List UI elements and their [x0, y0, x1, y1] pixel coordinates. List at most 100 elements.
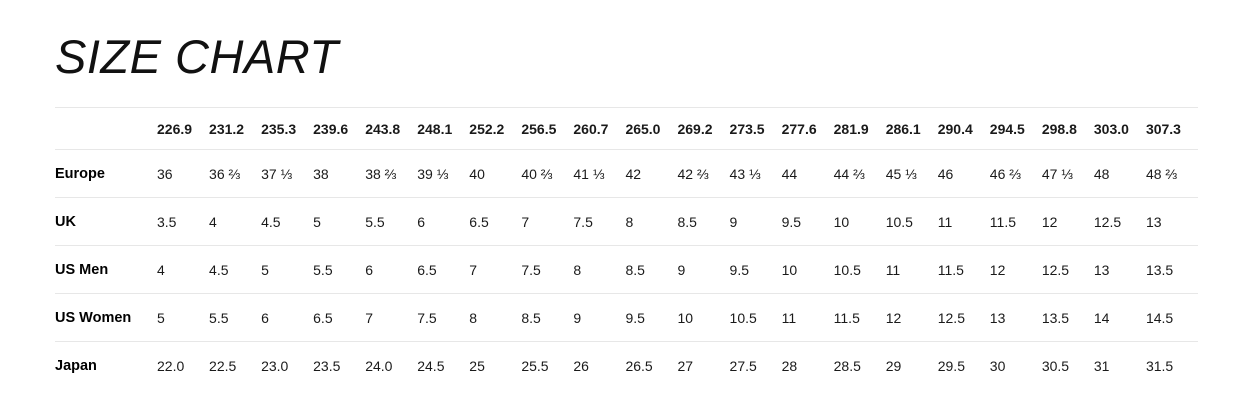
size-cell: 29.5 — [937, 357, 965, 374]
size-cell: 6.5 — [313, 309, 333, 326]
size-cell: 27 — [677, 357, 694, 374]
column-header-cell: 303.0 — [1093, 120, 1129, 137]
size-cell: 6 — [365, 261, 373, 278]
size-cell: 36 ⅔ — [209, 165, 241, 182]
column-header-cell: 277.6 — [781, 120, 817, 137]
size-cell: 38 ⅔ — [365, 165, 397, 182]
size-cell: 22.5 — [209, 357, 237, 374]
table-row: US Women 5 5.5 6 6.5 7 7.5 8 8.5 9 9.5 10 10.5 11 11.5… — [55, 293, 1198, 341]
size-cell: 14.5 — [1145, 309, 1174, 326]
row-label: UK — [55, 213, 76, 230]
column-header-cell: 286.1 — [885, 120, 921, 137]
column-header-cell: 269.2 — [677, 120, 713, 137]
size-cell: 40 — [469, 165, 485, 182]
column-header-cell: 239.6 — [313, 120, 349, 137]
size-cell: 6 — [417, 213, 426, 230]
size-cell: 13 — [1093, 261, 1110, 278]
size-cell: 22.0 — [157, 357, 185, 374]
size-cell: 8 — [573, 261, 582, 278]
size-cell: 13 — [1145, 213, 1162, 230]
size-cell: 40 ⅔ — [521, 165, 553, 182]
size-cell: 30.5 — [1041, 357, 1070, 374]
size-chart-table: 226.9 231.2 235.3 239.6 243.8 248.1 252.2 256.5… — [55, 107, 1198, 389]
size-cell: 6.5 — [417, 261, 437, 278]
column-header-cell: 273.5 — [729, 120, 765, 137]
size-cell: 8.5 — [677, 213, 697, 230]
size-cell: 8.5 — [521, 309, 541, 326]
size-cell: 38 — [313, 165, 329, 182]
size-cell: 8 — [625, 213, 634, 230]
size-cell: 9 — [677, 261, 686, 278]
size-cell: 10.5 — [729, 309, 757, 326]
column-header-cell: 290.4 — [937, 120, 973, 137]
size-cell: 12 — [1041, 213, 1058, 230]
size-cell: 23.5 — [313, 357, 341, 374]
column-header-cell: 307.3 — [1145, 120, 1181, 137]
column-header-cell: 298.8 — [1041, 120, 1077, 137]
size-cell: 41 ⅓ — [573, 165, 605, 182]
size-cell: 4 — [157, 261, 165, 278]
size-cell: 31.5 — [1145, 357, 1174, 374]
page-title: SIZE CHART — [55, 30, 339, 84]
size-cell: 4 — [209, 213, 217, 230]
size-cell: 27.5 — [729, 357, 757, 374]
size-cell: 48 — [1093, 165, 1110, 182]
size-cell: 46 ⅔ — [989, 165, 1021, 182]
size-cell: 4.5 — [261, 213, 281, 230]
size-cell: 30 — [989, 357, 1006, 374]
size-cell: 7 — [365, 309, 373, 326]
size-cell: 12 — [885, 309, 902, 326]
column-header-cell: 243.8 — [365, 120, 401, 137]
size-cell: 6.5 — [469, 213, 489, 230]
row-label: US Women — [55, 309, 132, 326]
size-cell: 13.5 — [1145, 261, 1174, 278]
size-cell: 25 — [469, 357, 485, 374]
size-cell: 11 — [781, 309, 797, 326]
size-cell: 6 — [261, 309, 269, 326]
size-cell: 8 — [469, 309, 478, 326]
size-cell: 13 — [989, 309, 1006, 326]
size-cell: 28.5 — [833, 357, 861, 374]
size-cell: 10 — [781, 261, 798, 278]
size-cell: 26.5 — [625, 357, 653, 374]
size-cell: 5 — [157, 309, 165, 326]
column-header-cell: 281.9 — [833, 120, 869, 137]
table-row: US Men 4 4.5 5 5.5 6 6.5 7 7.5 8 8.5 9 9.5 10 10.5 11 11… — [55, 245, 1198, 293]
size-cell: 5.5 — [365, 213, 385, 230]
size-cell: 42 — [625, 165, 642, 182]
size-cell: 48 ⅔ — [1145, 165, 1178, 182]
size-cell: 9 — [729, 213, 738, 230]
size-cell: 12 — [989, 261, 1006, 278]
row-label: Japan — [55, 357, 97, 374]
table-row: Europe 36 36 ⅔ 37 ⅓ 38 38 ⅔ 39 ⅓ 40 40 ⅔ 41 ⅓ 42 42… — [55, 149, 1198, 197]
size-cell: 5.5 — [313, 261, 333, 278]
size-cell: 28 — [781, 357, 798, 374]
size-cell: 12.5 — [937, 309, 965, 326]
size-cell: 10 — [677, 309, 694, 326]
size-cell: 9.5 — [729, 261, 750, 278]
size-cell: 24.5 — [417, 357, 445, 374]
size-cell: 7 — [521, 213, 530, 230]
size-cell: 7 — [469, 261, 478, 278]
size-cell: 8.5 — [625, 261, 645, 278]
column-header-cell: 252.2 — [469, 120, 505, 137]
column-header-cell: 235.3 — [261, 120, 297, 137]
size-cell: 26 — [573, 357, 589, 374]
column-header-cell: 260.7 — [573, 120, 609, 137]
size-cell: 3.5 — [157, 213, 177, 230]
size-cell: 46 — [937, 165, 954, 182]
size-cell: 7.5 — [521, 261, 541, 278]
row-label: US Men — [55, 261, 109, 278]
size-cell: 31 — [1093, 357, 1110, 374]
size-cell: 11.5 — [833, 309, 860, 326]
size-cell: 42 ⅔ — [677, 165, 709, 182]
size-cell: 9.5 — [781, 213, 802, 230]
column-header-cell: 256.5 — [521, 120, 557, 137]
row-label: Europe — [55, 165, 105, 182]
column-header-cell: 231.2 — [209, 120, 245, 137]
table-header-row: 226.9 231.2 235.3 239.6 243.8 248.1 252.2 256.5… — [55, 107, 1198, 149]
size-cell: 5 — [313, 213, 321, 230]
size-cell: 9.5 — [625, 309, 645, 326]
size-cell: 7.5 — [573, 213, 593, 230]
size-cell: 47 ⅓ — [1041, 165, 1073, 182]
